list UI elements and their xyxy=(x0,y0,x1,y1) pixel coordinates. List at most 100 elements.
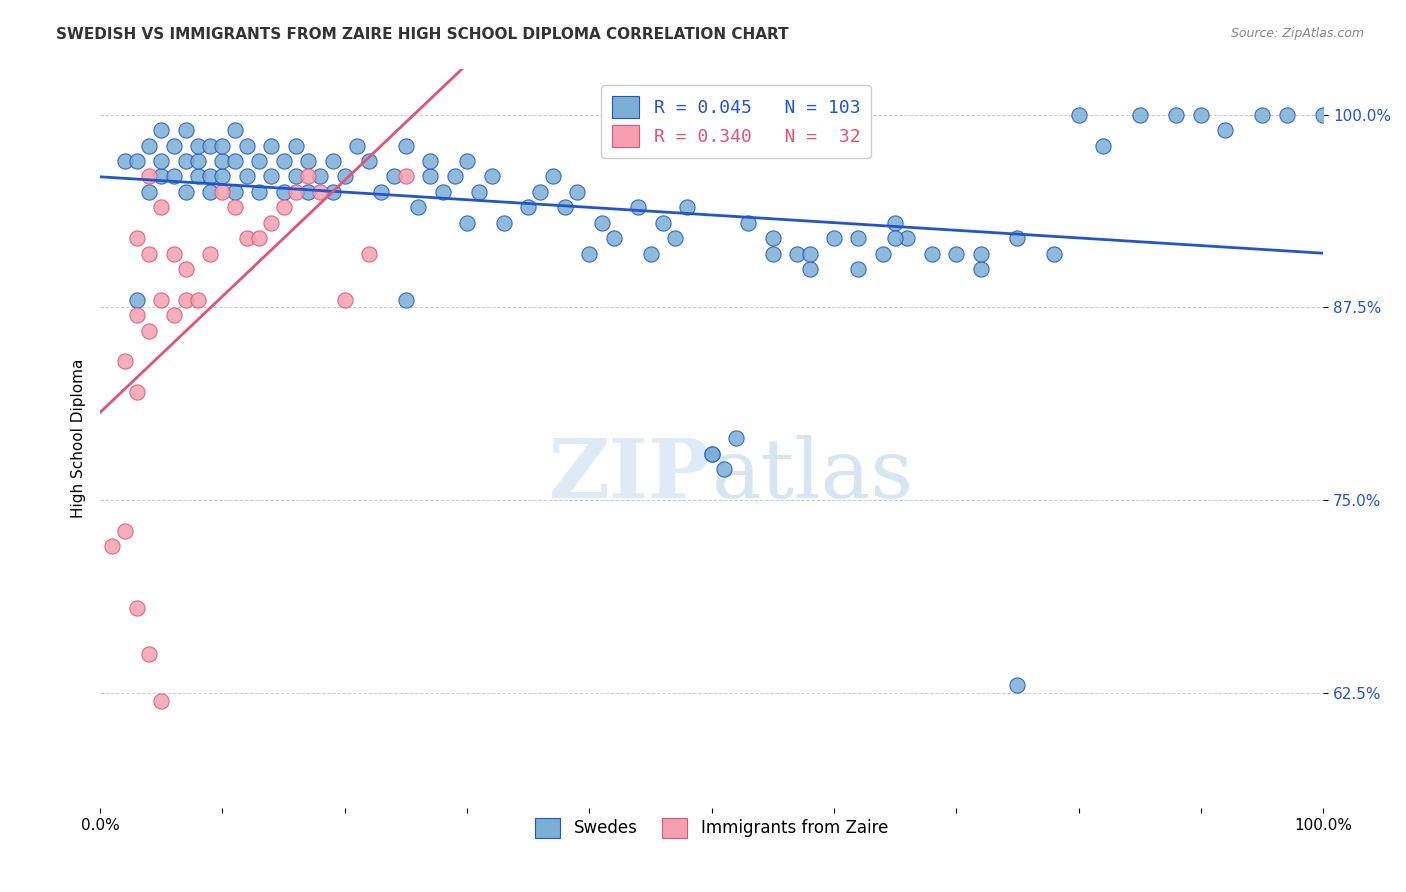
Point xyxy=(236,169,259,184)
Point xyxy=(541,169,564,184)
Point xyxy=(529,185,551,199)
Point xyxy=(370,185,392,199)
Point xyxy=(395,169,418,184)
Point xyxy=(297,185,319,199)
Point xyxy=(884,216,907,230)
Point xyxy=(786,246,808,260)
Text: ZIP: ZIP xyxy=(550,435,711,516)
Point xyxy=(1092,138,1115,153)
Point xyxy=(138,324,160,338)
Point xyxy=(138,246,160,260)
Point xyxy=(1129,108,1152,122)
Point xyxy=(333,169,356,184)
Point xyxy=(260,216,283,230)
Point xyxy=(799,246,821,260)
Point xyxy=(970,246,993,260)
Point xyxy=(456,216,478,230)
Point xyxy=(762,246,785,260)
Point xyxy=(468,185,491,199)
Point xyxy=(150,293,173,307)
Point xyxy=(211,169,233,184)
Point xyxy=(799,261,821,276)
Point xyxy=(125,154,148,169)
Point xyxy=(419,154,441,169)
Point xyxy=(224,154,246,169)
Point xyxy=(125,308,148,322)
Point xyxy=(200,246,222,260)
Point xyxy=(114,154,136,169)
Point xyxy=(725,432,748,446)
Point xyxy=(651,216,673,230)
Point xyxy=(309,185,332,199)
Point xyxy=(162,246,184,260)
Point xyxy=(150,200,173,214)
Point xyxy=(406,200,429,214)
Point xyxy=(260,138,283,153)
Point xyxy=(138,185,160,199)
Point xyxy=(603,231,626,245)
Point xyxy=(273,154,295,169)
Point xyxy=(848,261,870,276)
Point xyxy=(591,216,613,230)
Point xyxy=(260,169,283,184)
Point xyxy=(762,231,785,245)
Point xyxy=(284,169,307,184)
Point xyxy=(1251,108,1274,122)
Point xyxy=(174,293,197,307)
Point xyxy=(395,293,418,307)
Point xyxy=(138,169,160,184)
Point xyxy=(125,385,148,400)
Point xyxy=(1007,678,1029,692)
Y-axis label: High School Diploma: High School Diploma xyxy=(72,359,86,518)
Point xyxy=(346,138,368,153)
Point xyxy=(970,261,993,276)
Point xyxy=(200,138,222,153)
Point xyxy=(138,138,160,153)
Point xyxy=(138,648,160,662)
Point xyxy=(125,293,148,307)
Point xyxy=(236,138,259,153)
Point xyxy=(872,246,894,260)
Point xyxy=(554,200,576,214)
Point xyxy=(456,154,478,169)
Point xyxy=(150,169,173,184)
Point xyxy=(150,154,173,169)
Point xyxy=(565,185,588,199)
Point xyxy=(162,169,184,184)
Point xyxy=(945,246,967,260)
Point xyxy=(1007,231,1029,245)
Point xyxy=(150,693,173,707)
Point xyxy=(284,138,307,153)
Point xyxy=(187,169,209,184)
Point xyxy=(419,169,441,184)
Point xyxy=(1067,108,1090,122)
Point xyxy=(1275,108,1298,122)
Point xyxy=(664,231,686,245)
Point xyxy=(174,261,197,276)
Point xyxy=(1166,108,1188,122)
Point xyxy=(114,524,136,538)
Point xyxy=(187,293,209,307)
Text: Source: ZipAtlas.com: Source: ZipAtlas.com xyxy=(1230,27,1364,40)
Point xyxy=(273,185,295,199)
Point xyxy=(921,246,943,260)
Point xyxy=(713,462,735,476)
Text: SWEDISH VS IMMIGRANTS FROM ZAIRE HIGH SCHOOL DIPLOMA CORRELATION CHART: SWEDISH VS IMMIGRANTS FROM ZAIRE HIGH SC… xyxy=(56,27,789,42)
Point xyxy=(700,447,723,461)
Point xyxy=(247,231,270,245)
Point xyxy=(101,540,124,554)
Point xyxy=(432,185,454,199)
Point xyxy=(247,154,270,169)
Point xyxy=(187,154,209,169)
Point xyxy=(125,231,148,245)
Point xyxy=(444,169,467,184)
Point xyxy=(848,231,870,245)
Point xyxy=(382,169,405,184)
Point xyxy=(174,185,197,199)
Point xyxy=(578,246,600,260)
Point xyxy=(211,185,233,199)
Point xyxy=(224,185,246,199)
Point xyxy=(211,138,233,153)
Point xyxy=(737,216,759,230)
Point xyxy=(224,123,246,137)
